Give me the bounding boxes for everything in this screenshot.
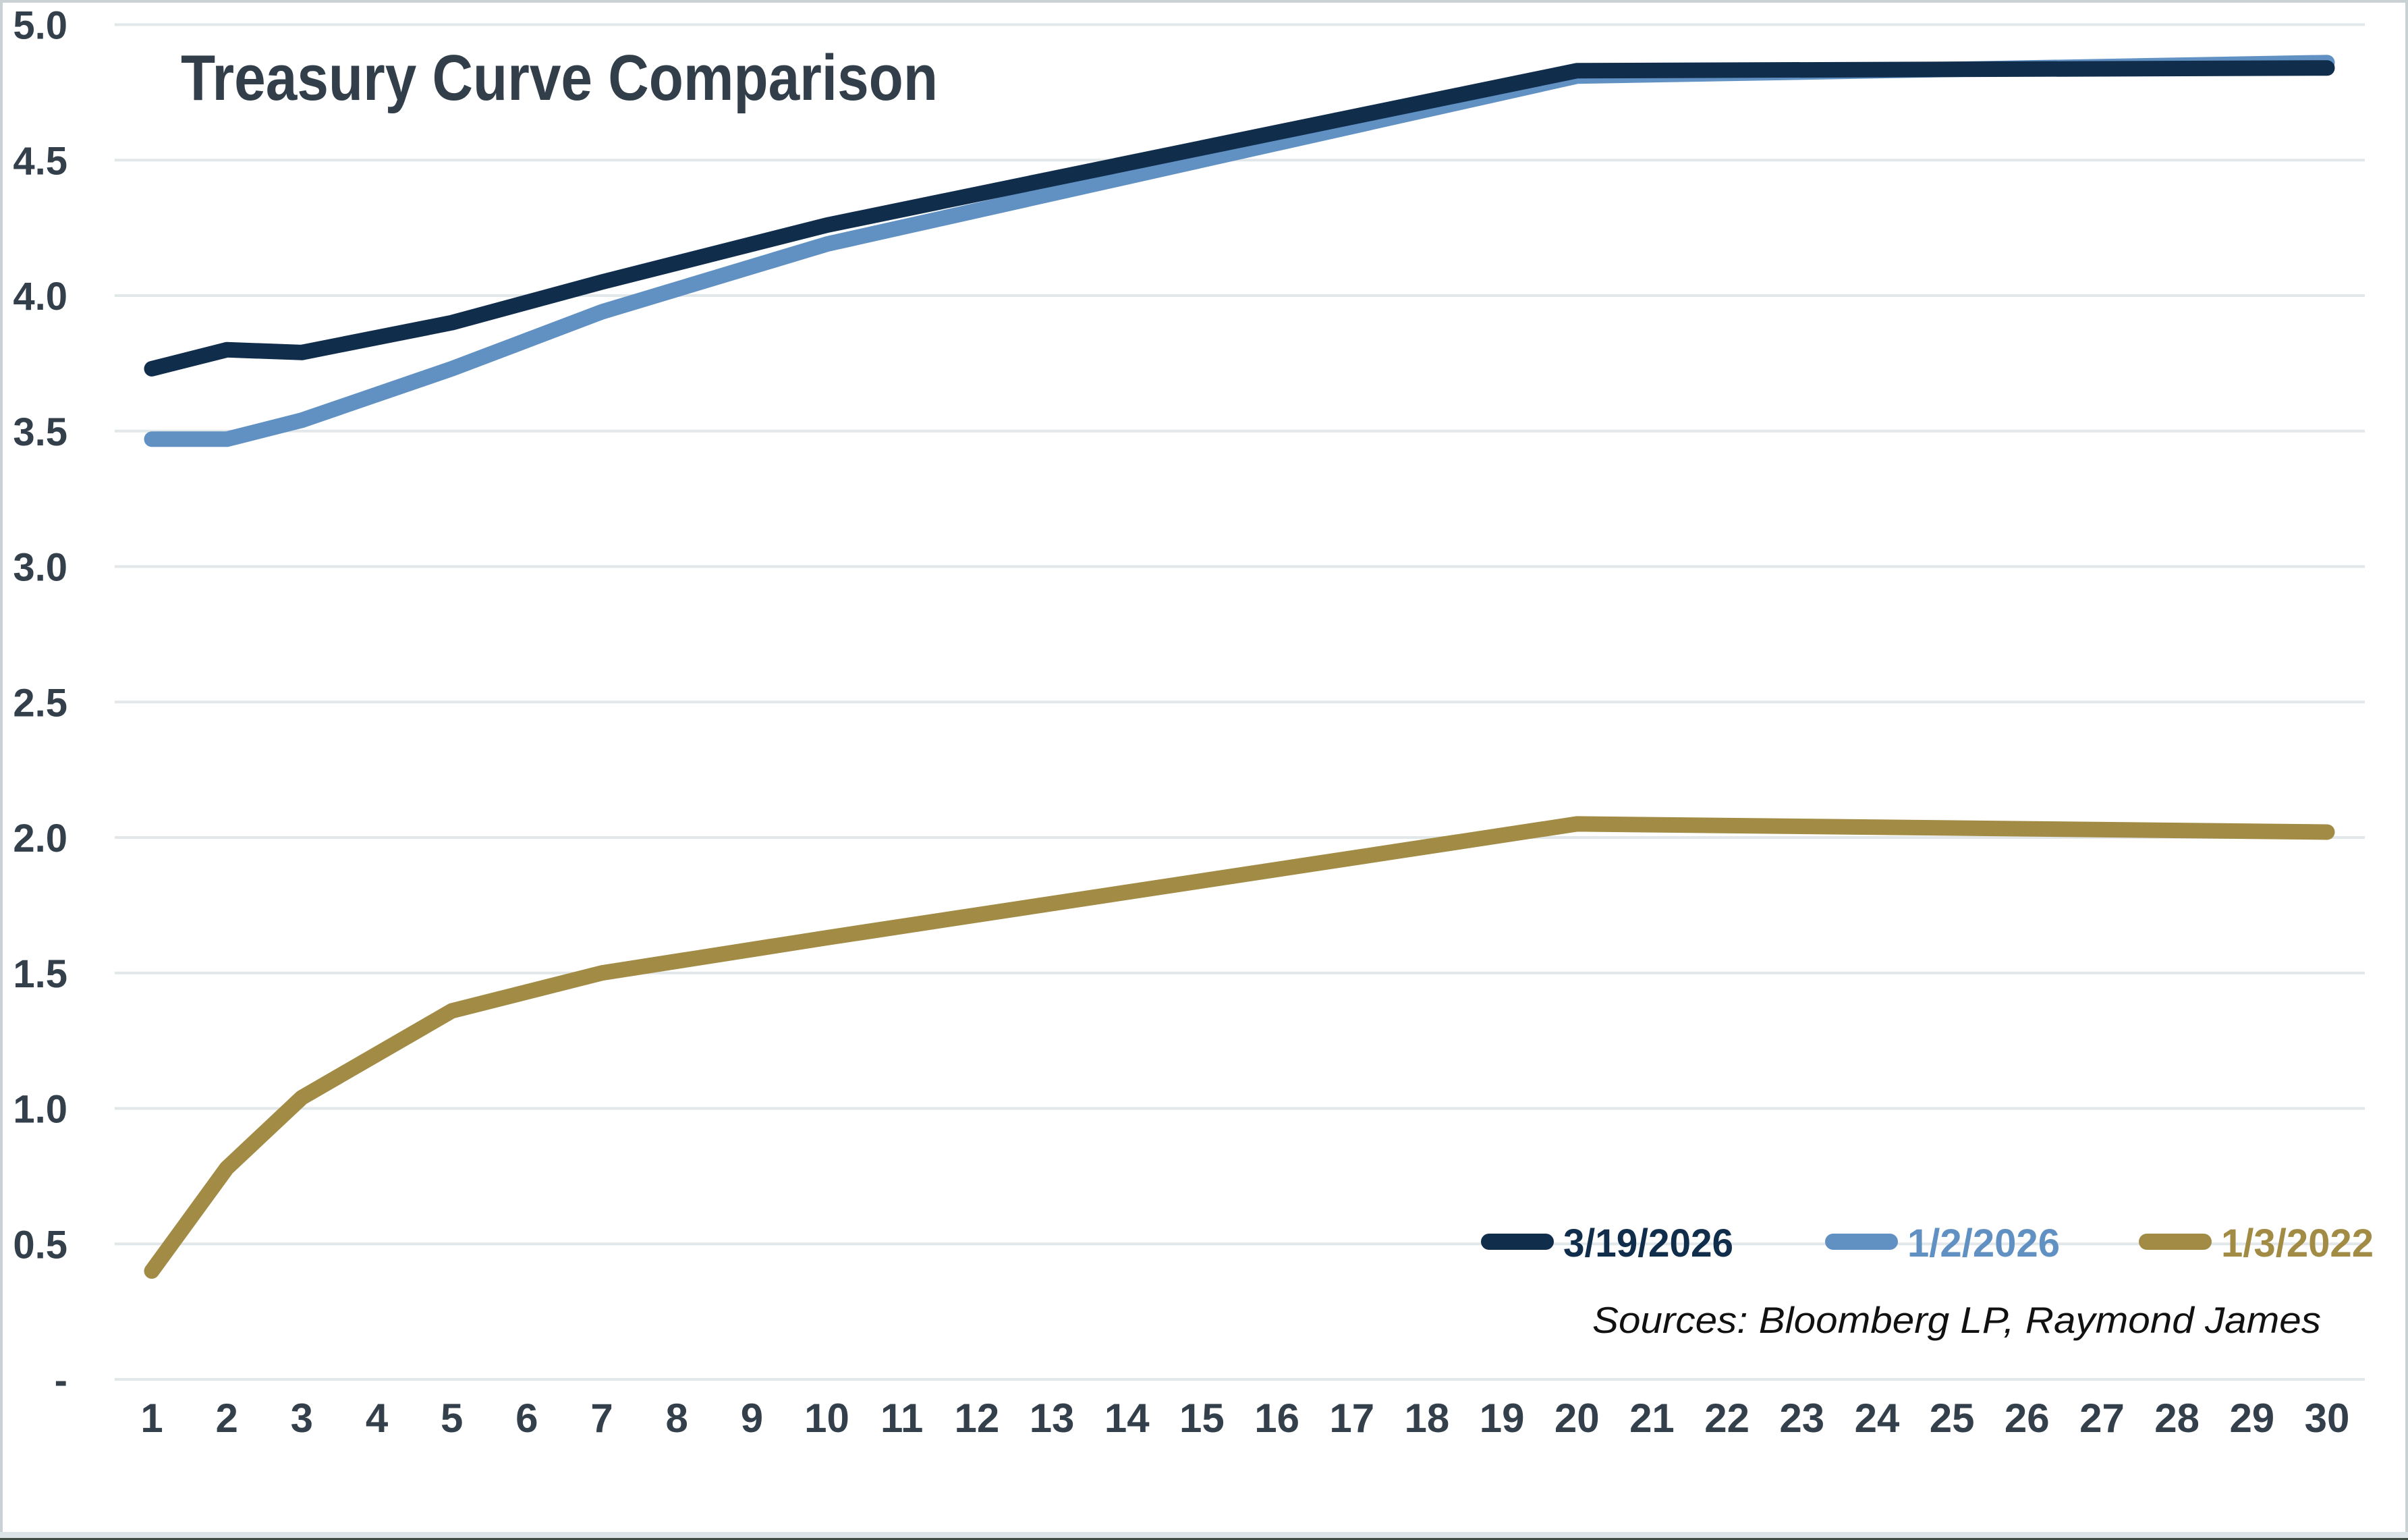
x-tick-17: 17 (1329, 1396, 1374, 1441)
y-axis-labels: 5.0 4.5 4.0 3.5 3.0 2.5 2.0 1.5 1.0 0.5 - (13, 4, 67, 1403)
series-line-1/2/2026 (144, 55, 2335, 447)
border-bottom-strip (0, 1532, 2408, 1538)
gridlines (115, 23, 2365, 1381)
legend: 3/19/2026 1/2/2026 1/3/2022 (1481, 1221, 2374, 1265)
x-tick-1: 1 (140, 1396, 163, 1441)
source-note: Sources: Bloomberg LP, Raymond James (1592, 1299, 2321, 1341)
series-line-1/3/2022 (144, 816, 2335, 1279)
legend-item-1/2/2026: 1/2/2026 (1825, 1221, 2060, 1265)
x-tick-4: 4 (366, 1396, 389, 1441)
x-tick-2: 2 (215, 1396, 237, 1441)
y-tick-4.5: 4.5 (13, 139, 67, 183)
x-tick-9: 9 (741, 1396, 763, 1441)
y-tick--: - (55, 1358, 67, 1402)
x-axis-labels: 1 2 3 4 5 6 7 8 9 10 11 12 13 14 15 16 17 18 19 20 21 22 23 24 2… (140, 1396, 2349, 1441)
series-line-3/19/2026 (144, 60, 2335, 377)
x-tick-13: 13 (1030, 1396, 1075, 1441)
y-tick-1.5: 1.5 (13, 952, 67, 996)
legend-item-3/19/2026: 3/19/2026 (1481, 1221, 1733, 1265)
border-left (0, 0, 3, 1540)
x-tick-7: 7 (590, 1396, 613, 1441)
y-tick-3.0: 3.0 (13, 546, 67, 590)
chart-title: Treasury Curve Comparison (181, 42, 938, 114)
legend-label-1/2/2026: 1/2/2026 (1907, 1221, 2060, 1265)
x-tick-3: 3 (291, 1396, 313, 1441)
border-top (0, 0, 2408, 3)
y-tick-2.5: 2.5 (13, 681, 67, 725)
x-tick-24: 24 (1855, 1396, 1900, 1441)
legend-label-1/3/2022: 1/3/2022 (2221, 1221, 2374, 1265)
legend-swatch-1/2/2026 (1825, 1234, 1898, 1250)
y-tick-3.5: 3.5 (13, 410, 67, 454)
x-tick-11: 11 (880, 1396, 923, 1441)
legend-item-1/3/2022: 1/3/2022 (2139, 1221, 2374, 1265)
x-tick-22: 22 (1704, 1396, 1749, 1441)
x-tick-25: 25 (1930, 1396, 1975, 1441)
x-tick-12: 12 (955, 1396, 1000, 1441)
legend-swatch-3/19/2026 (1481, 1234, 1554, 1250)
x-tick-18: 18 (1405, 1396, 1450, 1441)
legend-label-3/19/2026: 3/19/2026 (1563, 1221, 1733, 1265)
x-tick-10: 10 (804, 1396, 849, 1441)
y-tick-5.0: 5.0 (13, 4, 67, 48)
x-tick-5: 5 (441, 1396, 463, 1441)
x-tick-19: 19 (1480, 1396, 1525, 1441)
y-tick-4.0: 4.0 (13, 275, 67, 319)
x-tick-29: 29 (2229, 1396, 2274, 1441)
x-tick-20: 20 (1555, 1396, 1600, 1441)
y-tick-0.5: 0.5 (13, 1223, 67, 1267)
border-bottom-line (0, 1538, 2408, 1540)
x-tick-21: 21 (1629, 1396, 1675, 1441)
y-tick-1.0: 1.0 (13, 1088, 67, 1132)
x-tick-27: 27 (2079, 1396, 2125, 1441)
x-tick-8: 8 (666, 1396, 688, 1441)
x-tick-26: 26 (2005, 1396, 2050, 1441)
series-lines (144, 55, 2335, 1279)
x-tick-30: 30 (2305, 1396, 2350, 1441)
x-tick-16: 16 (1254, 1396, 1299, 1441)
border-right (2405, 0, 2408, 1540)
x-tick-6: 6 (515, 1396, 538, 1441)
x-tick-23: 23 (1779, 1396, 1824, 1441)
x-tick-28: 28 (2154, 1396, 2200, 1441)
x-tick-15: 15 (1179, 1396, 1225, 1441)
x-tick-14: 14 (1104, 1396, 1150, 1441)
y-tick-2.0: 2.0 (13, 817, 67, 860)
legend-swatch-1/3/2022 (2139, 1234, 2212, 1250)
